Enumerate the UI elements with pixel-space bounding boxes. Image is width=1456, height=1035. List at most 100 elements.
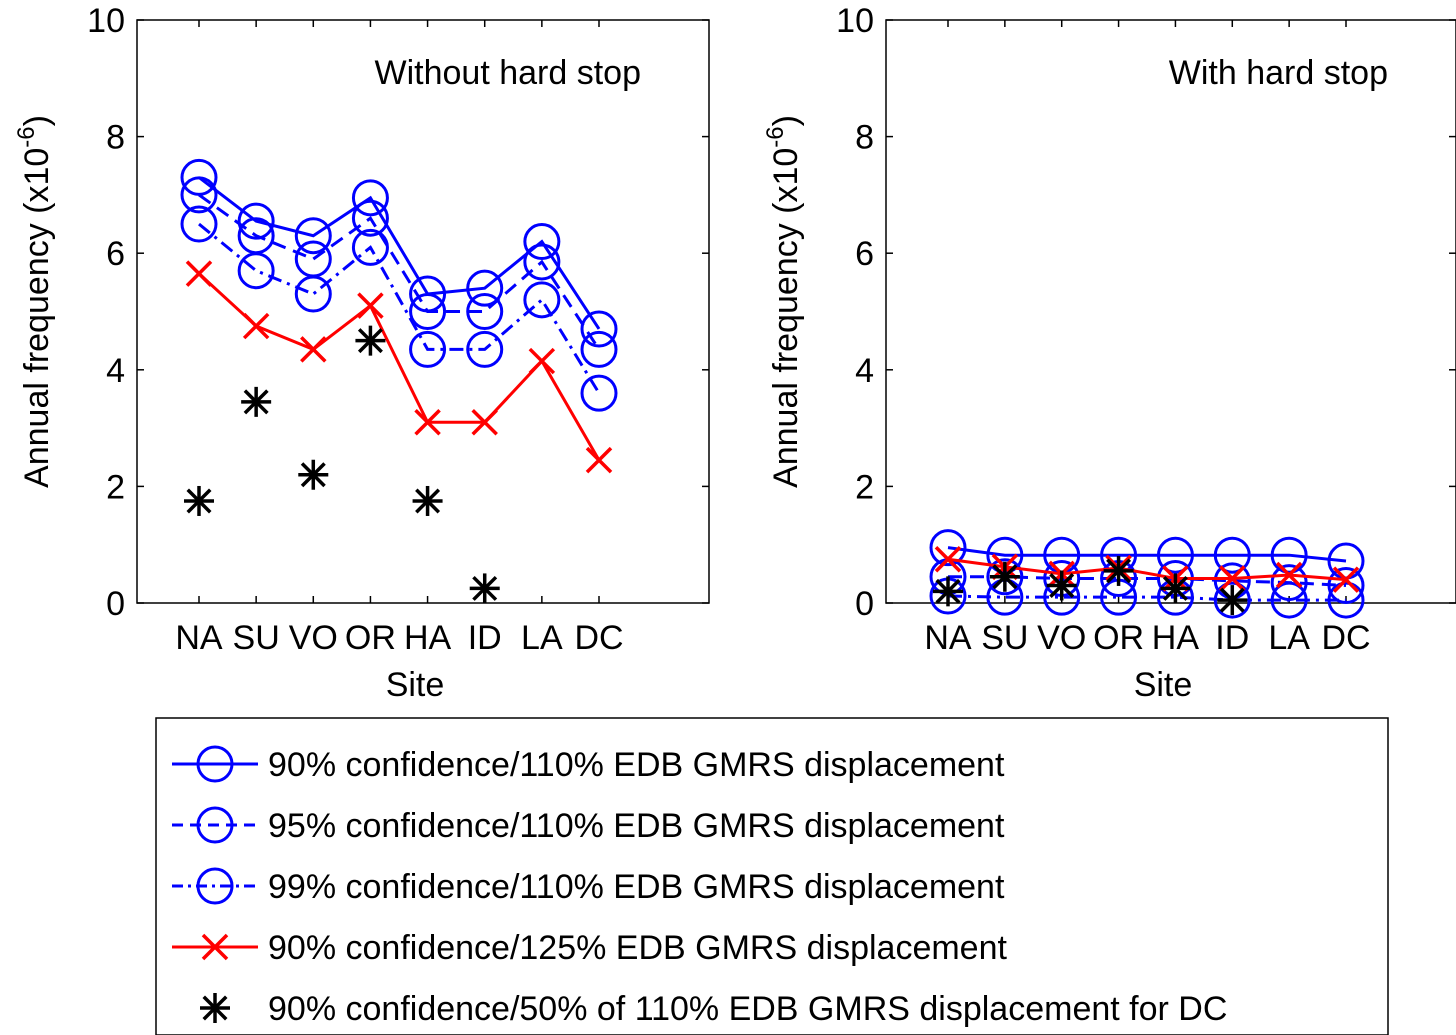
x-tick-label: ID xyxy=(1215,619,1249,657)
data-point xyxy=(934,546,962,573)
data-point xyxy=(1156,536,1194,574)
data-point xyxy=(1103,555,1134,586)
y-tick-label: 8 xyxy=(106,119,125,157)
y-tick-label: 10 xyxy=(836,2,874,40)
legend-entry: 90% confidence/50% of 110% EDB GMRS disp… xyxy=(200,990,1227,1028)
chart-with-hard-stop: 0 2 4 6 8 10 NA SU VO OR HA ID LA DC Site Annual freque… xyxy=(762,2,1456,704)
y-tick-label: 0 xyxy=(855,585,874,623)
y-tick-label: 4 xyxy=(106,352,125,390)
data-point xyxy=(294,240,332,278)
x-axis-label: Site xyxy=(386,666,445,704)
y-tick-label: 2 xyxy=(106,468,125,506)
legend-entry: 90% confidence/110% EDB GMRS displacemen… xyxy=(172,745,1005,784)
data-point xyxy=(180,158,218,196)
data-point xyxy=(466,269,504,307)
legend-marker xyxy=(196,867,234,905)
data-point xyxy=(528,347,556,375)
x-tick-label: SU xyxy=(233,619,280,657)
data-point xyxy=(929,529,967,567)
data-point xyxy=(1327,581,1365,619)
x-tick-label: OR xyxy=(1093,619,1144,657)
x-tick-label: DC xyxy=(574,619,623,657)
data-point xyxy=(585,446,613,474)
legend-marker xyxy=(196,806,234,844)
x-tick-label: HA xyxy=(404,619,452,657)
y-tick-label: 6 xyxy=(855,235,874,273)
data-point xyxy=(412,485,443,516)
series-line xyxy=(198,222,601,394)
series-3 xyxy=(180,205,618,412)
data-point xyxy=(237,252,275,290)
series-line xyxy=(198,193,601,351)
legend-entry: 90% confidence/125% EDB GMRS displacemen… xyxy=(172,929,1007,967)
series-line xyxy=(947,594,1346,602)
data-point xyxy=(580,310,618,348)
data-point xyxy=(986,558,1024,596)
data-point xyxy=(180,205,218,243)
y-tick-label: 8 xyxy=(855,119,874,157)
x-tick-label: HA xyxy=(1152,619,1200,657)
legend-entry: 99% confidence/110% EDB GMRS displacemen… xyxy=(172,867,1005,906)
legend-marker xyxy=(200,993,230,1023)
data-point xyxy=(351,199,389,237)
data-point xyxy=(1270,581,1308,619)
plot-frame xyxy=(136,19,710,604)
panel-annotation: Without hard stop xyxy=(375,54,641,92)
series-1 xyxy=(929,529,1365,580)
y-axis-label: Annual frequency (x10-6) xyxy=(13,115,56,488)
x-tick-label: ID xyxy=(468,619,502,657)
data-point xyxy=(180,176,218,214)
data-point xyxy=(933,576,963,607)
data-point xyxy=(471,409,498,436)
y-tick-label: 10 xyxy=(87,2,125,40)
data-point xyxy=(298,459,329,490)
data-point xyxy=(1275,561,1303,589)
data-point xyxy=(237,202,275,240)
data-point xyxy=(355,325,386,356)
data-point xyxy=(1327,567,1365,605)
x-tick-label: LA xyxy=(1268,619,1310,657)
data-point xyxy=(185,260,213,287)
x-tick-label: NA xyxy=(924,619,972,657)
x-tick-label: LA xyxy=(521,619,563,657)
x-tick-label: OR xyxy=(345,619,396,657)
x-tick-label: VO xyxy=(289,619,338,657)
y-tick-label: 2 xyxy=(855,468,874,506)
series-4 xyxy=(185,260,613,474)
chart-without-hard-stop: 0 2 4 6 8 10 NA SU VO OR HA ID LA DC Site Annual freque… xyxy=(13,2,710,704)
data-point xyxy=(580,330,618,368)
data-point xyxy=(1270,536,1308,574)
data-point xyxy=(294,217,332,255)
legend-box xyxy=(155,717,1389,1035)
y-axis-label: Annual frequency (x10-6) xyxy=(762,115,805,488)
data-point xyxy=(1046,570,1077,601)
data-point xyxy=(409,293,447,330)
legend-entry: 95% confidence/110% EDB GMRS displacemen… xyxy=(172,806,1005,845)
data-point xyxy=(294,275,332,313)
y-tick-label: 0 xyxy=(106,585,125,623)
data-point xyxy=(523,223,561,261)
data-point xyxy=(1219,565,1246,592)
data-point xyxy=(466,293,504,330)
panel-annotation: With hard stop xyxy=(1169,54,1388,92)
legend-label: 90% confidence/50% of 110% EDB GMRS disp… xyxy=(268,990,1227,1028)
legend-marker xyxy=(196,745,234,783)
data-point xyxy=(469,573,500,604)
series-5 xyxy=(184,325,500,604)
legend-label: 90% confidence/110% EDB GMRS displacemen… xyxy=(268,746,1005,784)
legend-marker xyxy=(201,933,229,961)
x-tick-label: SU xyxy=(981,619,1028,657)
data-point xyxy=(989,561,1020,592)
data-point xyxy=(351,228,389,266)
data-point xyxy=(351,179,389,217)
legend: 90% confidence/110% EDB GMRS displacemen… xyxy=(155,717,1389,1035)
data-point xyxy=(1217,585,1248,616)
data-point xyxy=(242,312,270,340)
data-point xyxy=(1160,573,1191,604)
data-point xyxy=(523,281,561,319)
data-point xyxy=(241,386,272,417)
x-axis-label: Site xyxy=(1134,666,1193,704)
legend-label: 95% confidence/110% EDB GMRS displacemen… xyxy=(268,807,1005,845)
series-5 xyxy=(933,555,1248,616)
